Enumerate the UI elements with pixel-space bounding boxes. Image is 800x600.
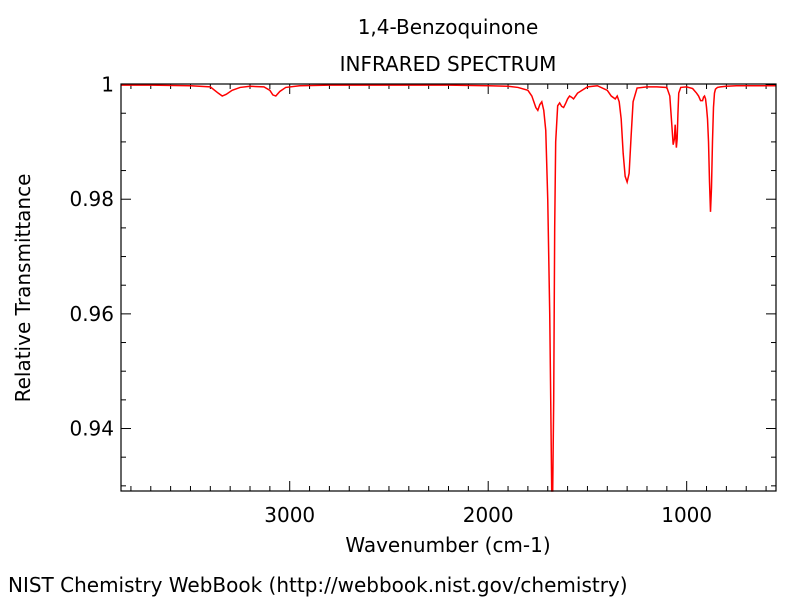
y-tick-label: 0.96 [69, 302, 114, 326]
y-tick-label: 1 [101, 73, 114, 97]
x-tick-label: 3000 [264, 503, 315, 527]
x-tick-label: 1000 [661, 503, 712, 527]
axis-tick-labels: 3000 2000 1000 1 0.98 0.96 0.94 [69, 73, 712, 527]
spectrum-line [121, 84, 776, 492]
footer-credit: NIST Chemistry WebBook (http://webbook.n… [8, 573, 628, 597]
x-axis-label: Wavenumber (cm-1) [345, 533, 550, 557]
plot-frame [120, 83, 777, 492]
chart-title: 1,4-Benzoquinone [358, 15, 539, 39]
y-tick-label: 0.98 [69, 187, 114, 211]
axis-ticks [121, 84, 776, 491]
y-tick-label: 0.94 [69, 417, 114, 441]
y-axis-label: Relative Transmittance [11, 174, 35, 403]
x-tick-label: 2000 [463, 503, 514, 527]
chart-subtitle: INFRARED SPECTRUM [340, 52, 557, 76]
